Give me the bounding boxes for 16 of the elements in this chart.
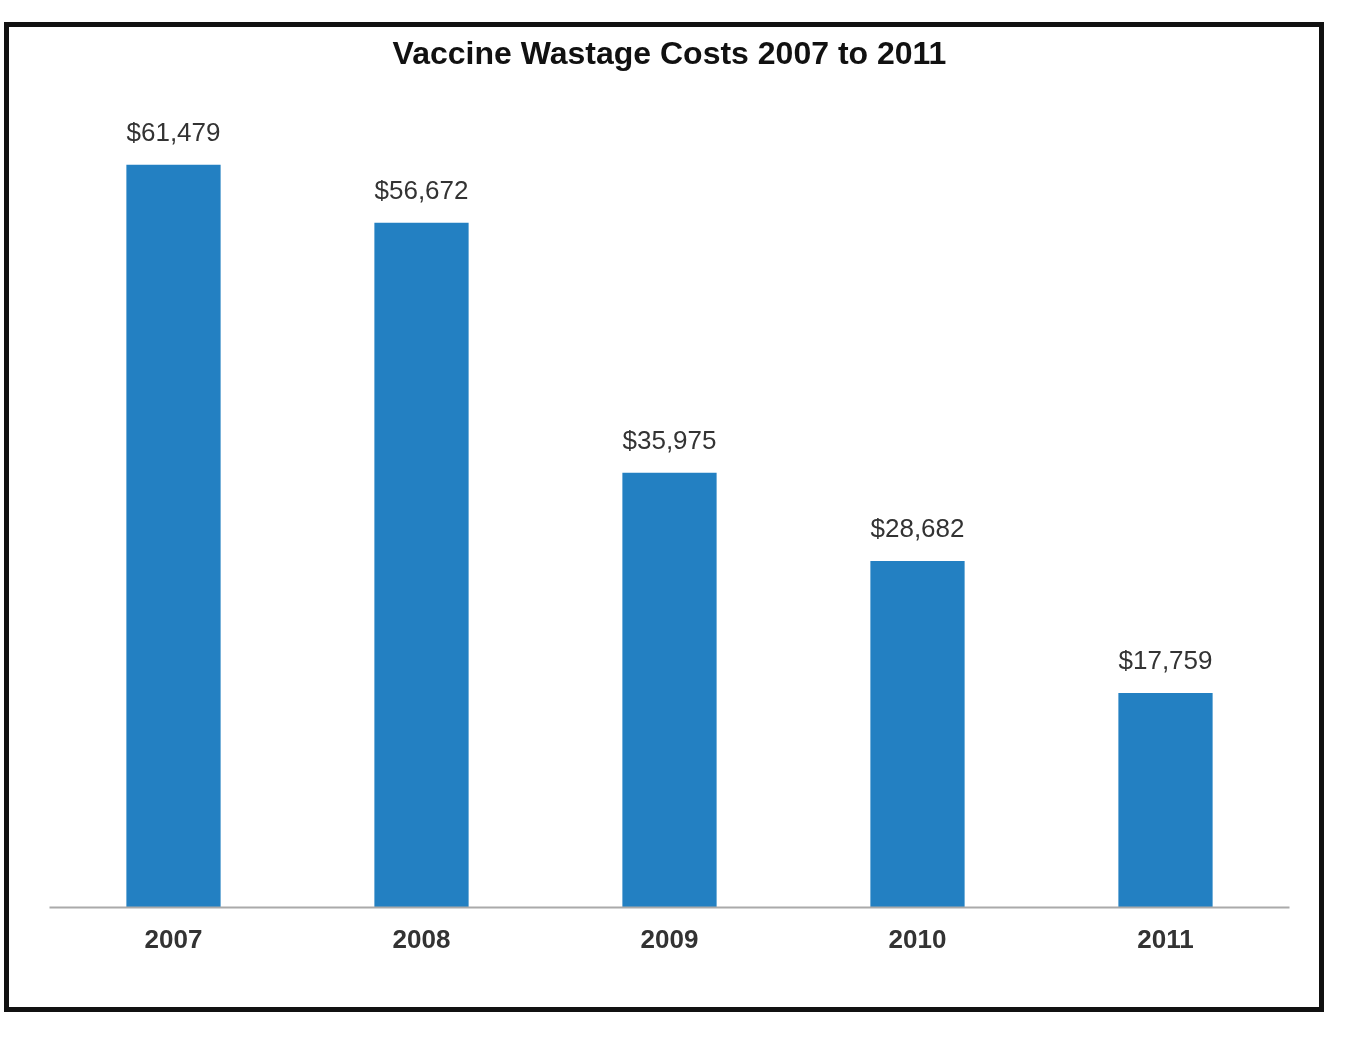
data-label: $61,479 (126, 116, 221, 147)
data-label: $17,759 (1118, 644, 1213, 675)
chart-title: Vaccine Wastage Costs 2007 to 2011 (392, 34, 947, 71)
bar (126, 164, 221, 908)
x-tick-label: 2009 (640, 923, 699, 954)
data-label: $56,672 (374, 174, 469, 205)
bar (374, 222, 469, 908)
bar (1118, 692, 1213, 908)
x-tick-label: 2007 (144, 923, 203, 954)
data-label: $28,682 (870, 512, 965, 543)
data-label: $35,975 (622, 424, 717, 455)
x-tick-label: 2008 (392, 923, 451, 954)
x-tick-label: 2011 (1137, 923, 1194, 954)
bar (622, 472, 717, 908)
bar (870, 560, 965, 908)
x-tick-label: 2010 (888, 923, 947, 954)
